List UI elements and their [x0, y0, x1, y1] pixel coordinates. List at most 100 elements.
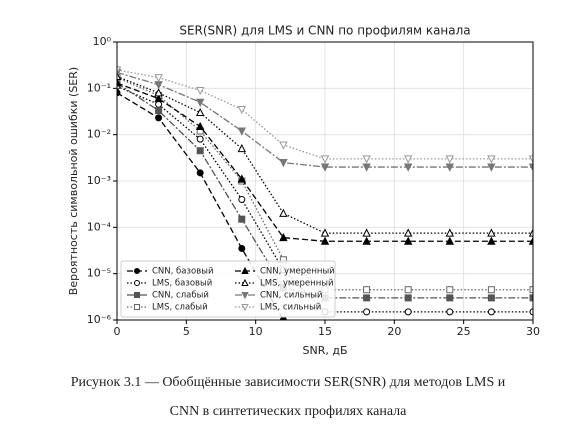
marker	[237, 174, 247, 183]
marker	[117, 89, 121, 97]
marker	[487, 286, 495, 294]
marker	[404, 308, 412, 316]
legend-label: LMS, базовый	[152, 279, 212, 289]
marker	[528, 163, 533, 172]
marker	[446, 294, 454, 302]
marker	[405, 324, 411, 330]
marker	[196, 169, 204, 177]
caption-line: CNN в синтетических профилях канала	[170, 404, 408, 419]
series-line	[117, 69, 533, 160]
marker	[487, 155, 496, 164]
marker	[404, 286, 412, 294]
marker	[238, 244, 246, 252]
marker	[362, 228, 371, 237]
marker	[488, 324, 494, 330]
x-tick-label: 30	[526, 325, 540, 338]
marker	[155, 107, 163, 115]
marker	[195, 121, 205, 131]
marker	[487, 163, 496, 172]
marker	[403, 236, 413, 245]
y-tick-label: 10⁰	[93, 35, 112, 48]
x-tick-label: 5	[183, 325, 190, 338]
marker	[196, 135, 204, 143]
marker	[154, 88, 163, 97]
x-tick-label: 25	[457, 325, 471, 338]
marker	[238, 215, 246, 223]
series-line	[117, 92, 288, 320]
marker	[320, 155, 330, 164]
marker	[445, 228, 455, 237]
marker	[279, 232, 288, 242]
marker	[362, 236, 371, 245]
marker	[196, 147, 204, 155]
legend-label: CNN, умеренный	[260, 267, 335, 277]
marker	[238, 195, 246, 203]
marker	[529, 294, 533, 302]
marker	[362, 163, 371, 172]
marker	[528, 236, 533, 245]
marker	[320, 163, 330, 172]
marker	[364, 324, 370, 330]
marker	[363, 286, 371, 294]
marker	[320, 228, 330, 237]
marker	[237, 127, 247, 136]
y-tick-label: 10⁻⁴	[87, 220, 112, 233]
marker	[403, 228, 413, 237]
marker	[487, 308, 495, 316]
marker	[529, 308, 533, 316]
y-tick-label: 10⁻³	[87, 174, 111, 187]
y-tick-label: 10⁻²	[87, 128, 111, 141]
marker	[155, 100, 163, 108]
series-line	[117, 82, 533, 299]
x-tick-label: 20	[387, 325, 401, 338]
marker	[241, 278, 249, 286]
legend-label: LMS, слабый	[152, 303, 208, 313]
legend-box	[120, 260, 336, 318]
marker	[155, 114, 163, 122]
marker	[362, 155, 371, 164]
marker	[279, 159, 288, 168]
marker	[404, 294, 412, 302]
marker	[320, 236, 330, 245]
marker	[447, 324, 453, 330]
series-line	[117, 75, 533, 234]
marker	[117, 66, 122, 75]
marker	[195, 86, 205, 96]
y-tick-label: 10⁻¹	[87, 81, 111, 94]
marker	[487, 228, 496, 237]
marker	[445, 236, 455, 245]
legend-label: CNN, базовый	[152, 267, 213, 277]
marker	[487, 294, 495, 302]
marker	[529, 286, 533, 294]
marker	[528, 228, 533, 237]
legend-label: CNN, сильный	[260, 291, 323, 301]
marker	[241, 292, 249, 300]
x-tick-label: 0	[114, 325, 121, 338]
marker	[134, 292, 140, 298]
legend-label: LMS, сильный	[260, 303, 321, 313]
marker	[445, 155, 455, 164]
marker	[154, 74, 163, 83]
marker	[446, 308, 454, 316]
legend-label: CNN, слабый	[152, 291, 209, 301]
marker	[195, 107, 205, 117]
marker	[403, 163, 413, 172]
marker	[445, 163, 455, 172]
legend-label: LMS, умеренный	[260, 279, 334, 289]
marker	[241, 266, 249, 274]
chart-title: SER(SNR) для LMS и CNN по профилям канал…	[179, 24, 470, 38]
plot-lines	[117, 66, 533, 330]
x-tick-label: 15	[318, 325, 332, 338]
marker	[279, 208, 288, 217]
marker	[237, 143, 247, 153]
marker	[134, 304, 140, 310]
caption-line: Рисунок 3.1 — Обобщённые зависимости SER…	[71, 375, 506, 390]
legend: CNN, базовый LMS, базовый CNN, слабый LMS, …	[120, 260, 336, 318]
marker	[528, 155, 533, 164]
marker	[363, 294, 371, 302]
marker	[241, 304, 249, 312]
plot-frame	[116, 41, 534, 321]
y-tick-label: 10⁻⁵	[87, 267, 111, 280]
marker	[487, 236, 496, 245]
